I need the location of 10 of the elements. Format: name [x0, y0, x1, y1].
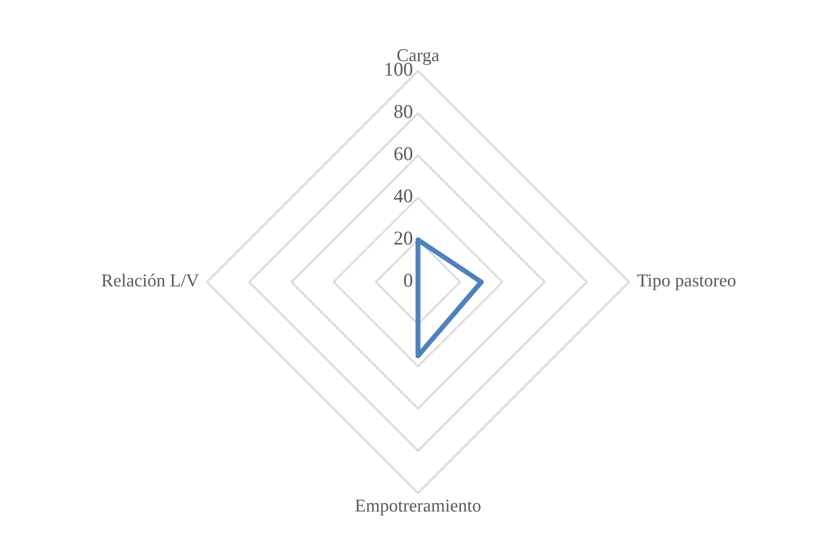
y-tick-label: 20	[394, 232, 412, 245]
y-tick-label: 40	[394, 189, 412, 202]
spoke-label: Relación L/V	[102, 274, 199, 287]
y-tick-label: 0	[404, 274, 412, 287]
spoke-label: Tipo pastoreo	[637, 274, 736, 290]
spoke-label: Carga	[397, 49, 440, 65]
y-tick-label: 100	[386, 62, 412, 76]
spoke-label: Empotreramiento	[355, 500, 480, 516]
y-tick-label: 80	[394, 104, 412, 118]
y-tick-label: 60	[394, 147, 412, 160]
